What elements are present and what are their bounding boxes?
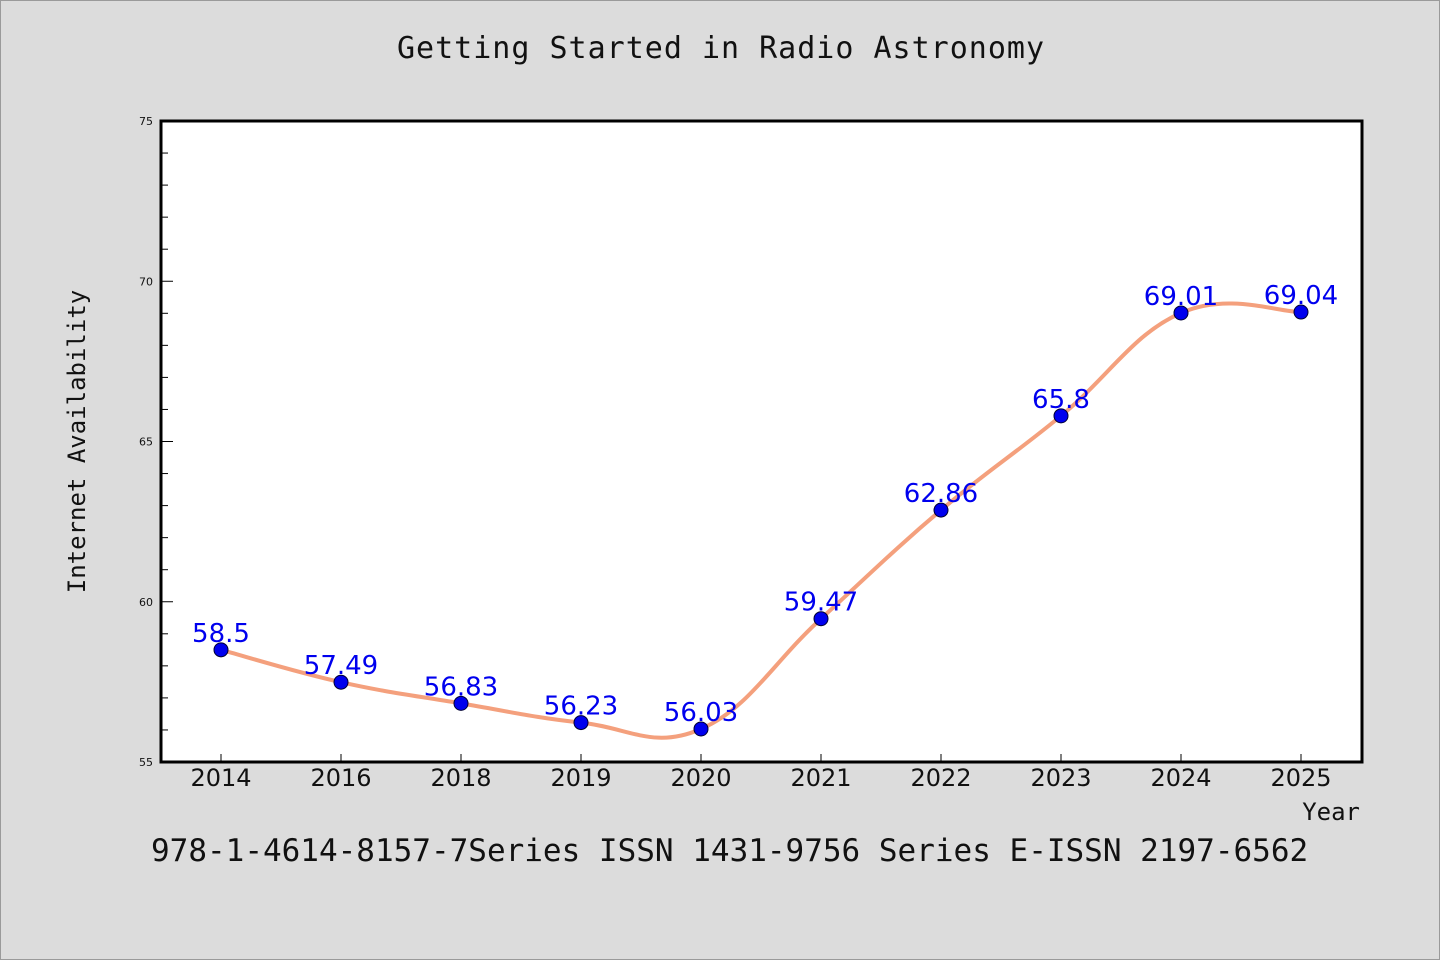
data-label: 69.01 [1144, 282, 1218, 312]
data-labels: 58.5 57.49 56.83 56.23 56.03 59.47 62.86 65.8 69… [192, 281, 1338, 728]
data-label: 62.86 [904, 479, 978, 509]
data-label: 65.8 [1032, 385, 1090, 415]
data-label: 69.04 [1264, 281, 1338, 311]
y-axis: 55 60 65 70 75 [139, 115, 173, 769]
data-label: 56.23 [544, 692, 618, 722]
x-tick-label: 2018 [430, 764, 491, 792]
data-label: 56.03 [664, 698, 738, 728]
data-point [1293, 304, 1309, 320]
x-tick-label: 2021 [790, 764, 851, 792]
x-axis: 2014 2016 2018 2019 2020 2021 2022 2023 2024 2025 [190, 754, 1332, 792]
y-tick-label: 60 [139, 596, 153, 609]
data-label: 58.5 [192, 619, 250, 649]
x-tick-label: 2020 [670, 764, 731, 792]
data-point [453, 695, 469, 711]
y-axis-label: Internet Availability [63, 290, 91, 593]
data-point [1173, 305, 1189, 321]
footer-text: 978-1-4614-8157-7Series ISSN 1431-9756 S… [151, 833, 1309, 869]
plot-area [159, 119, 1364, 764]
data-label: 59.47 [784, 588, 858, 618]
y-tick-label: 70 [139, 275, 153, 288]
data-point [333, 674, 349, 690]
x-tick-label: 2014 [190, 764, 251, 792]
series-markers [213, 304, 1309, 737]
data-point [933, 502, 949, 518]
x-tick-label: 2025 [1270, 764, 1331, 792]
data-point [813, 611, 829, 627]
series-line [220, 301, 1302, 740]
data-point [1053, 408, 1069, 424]
y-tick-label: 55 [139, 756, 153, 769]
data-point [573, 715, 589, 731]
data-point [213, 642, 229, 658]
y-tick-label: 75 [139, 115, 153, 128]
x-tick-label: 2024 [1150, 764, 1211, 792]
chart-title: Getting Started in Radio Astronomy [396, 31, 1046, 66]
data-label: 57.49 [304, 651, 378, 681]
x-axis-label: Year [1302, 798, 1360, 826]
y-tick-label: 65 [139, 436, 153, 449]
x-tick-label: 2022 [910, 764, 971, 792]
data-label: 56.83 [424, 672, 498, 702]
data-point [693, 721, 709, 737]
x-tick-label: 2019 [550, 764, 611, 792]
x-tick-label: 2023 [1030, 764, 1091, 792]
x-tick-label: 2016 [310, 764, 371, 792]
